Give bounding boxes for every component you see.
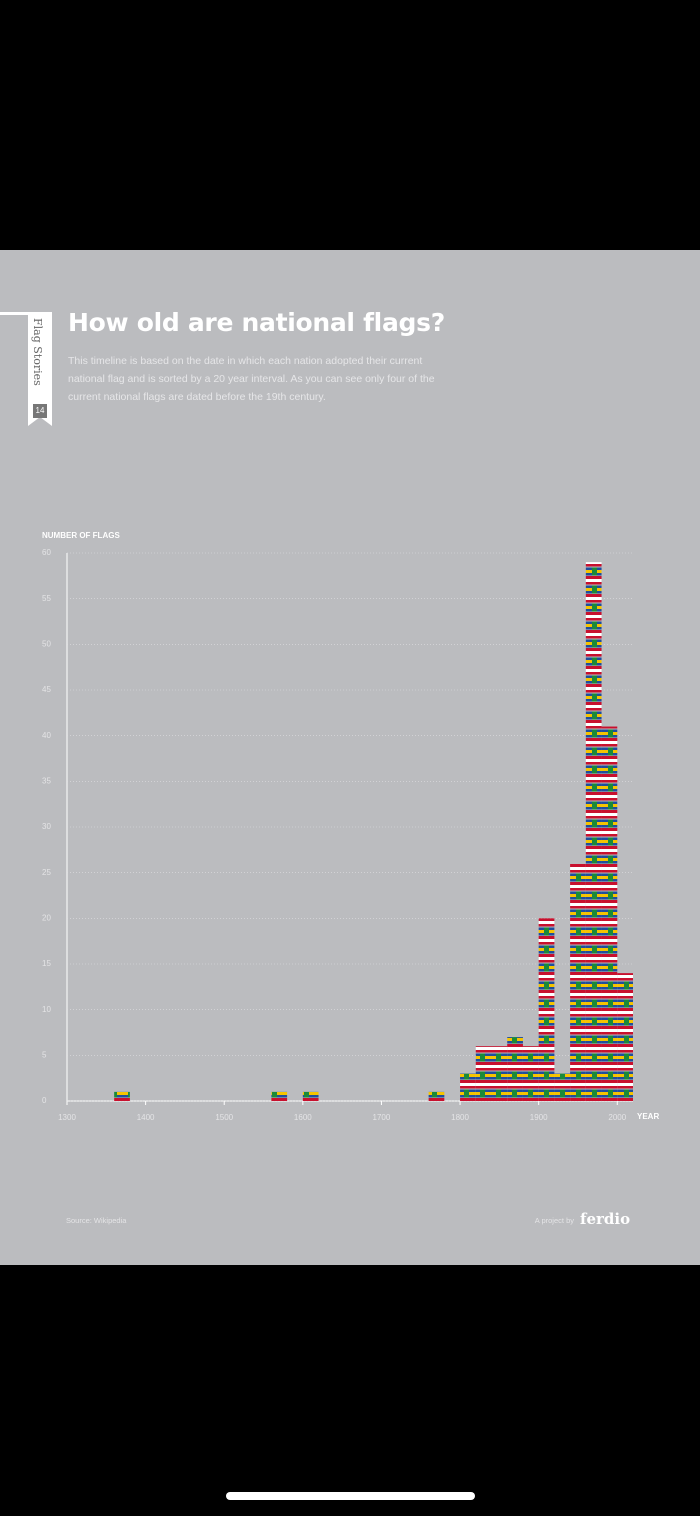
title: How old are national flags? bbox=[68, 308, 445, 337]
bar bbox=[507, 1037, 523, 1101]
page-number: 14 bbox=[33, 404, 47, 418]
y-tick-label: 25 bbox=[42, 868, 51, 877]
bar bbox=[522, 1046, 539, 1101]
bar bbox=[570, 863, 586, 1101]
bar bbox=[271, 1091, 288, 1101]
x-tick-label: 1500 bbox=[215, 1113, 233, 1122]
bar bbox=[114, 1091, 130, 1101]
x-tick-label: 2000 bbox=[608, 1113, 626, 1122]
source: Source: Wikipedia bbox=[66, 1216, 127, 1225]
home-indicator bbox=[226, 1492, 475, 1500]
credit: A project by bbox=[535, 1216, 574, 1225]
y-axis-label: NUMBER OF FLAGS bbox=[42, 531, 120, 540]
y-tick-label: 40 bbox=[42, 731, 51, 740]
y-tick-label: 50 bbox=[42, 639, 51, 648]
x-tick-label: 1800 bbox=[451, 1113, 469, 1122]
y-tick-label: 55 bbox=[42, 594, 51, 603]
bar bbox=[460, 1073, 476, 1101]
y-tick-label: 20 bbox=[42, 913, 51, 922]
x-tick-label: 1700 bbox=[373, 1113, 391, 1122]
bar bbox=[601, 726, 618, 1101]
y-tick-label: 35 bbox=[42, 776, 51, 785]
x-tick-label: 1900 bbox=[530, 1113, 548, 1122]
x-tick-label: 1400 bbox=[137, 1113, 155, 1122]
y-tick-label: 5 bbox=[42, 1050, 47, 1059]
bar bbox=[585, 562, 602, 1101]
y-tick-label: 0 bbox=[42, 1096, 47, 1105]
brand: ferdio bbox=[580, 1210, 630, 1228]
y-tick-label: 10 bbox=[42, 1005, 51, 1014]
x-axis-label: YEAR bbox=[637, 1112, 659, 1121]
y-tick-label: 60 bbox=[42, 548, 51, 557]
bar bbox=[617, 973, 633, 1101]
bar bbox=[475, 1046, 492, 1101]
x-tick-label: 1300 bbox=[58, 1113, 76, 1122]
series-label: Flag Stories bbox=[31, 318, 44, 386]
subtitle: This timeline is based on the date in wh… bbox=[68, 355, 435, 403]
bar bbox=[428, 1091, 445, 1101]
bar bbox=[538, 918, 555, 1101]
bar bbox=[554, 1073, 571, 1101]
bar bbox=[491, 1046, 508, 1101]
y-tick-label: 30 bbox=[42, 822, 51, 831]
y-tick-label: 45 bbox=[42, 685, 51, 694]
x-tick-label: 1600 bbox=[294, 1113, 312, 1122]
bar bbox=[302, 1091, 319, 1101]
y-tick-label: 15 bbox=[42, 959, 51, 968]
tab-line bbox=[0, 312, 52, 315]
